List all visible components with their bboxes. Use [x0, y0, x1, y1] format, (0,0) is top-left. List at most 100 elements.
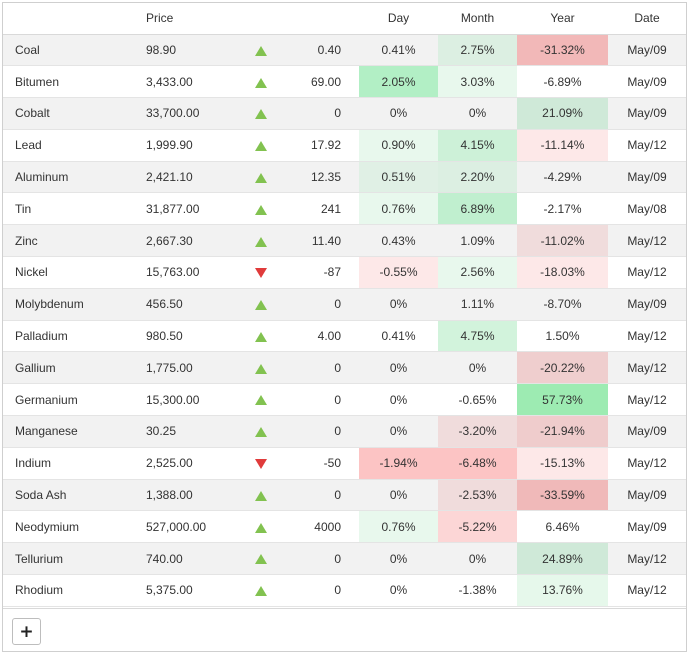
arrow-up-icon [255, 490, 267, 501]
date-cell: May/09 [608, 34, 686, 67]
price-cell: 5,375.00 [134, 574, 240, 607]
month-change-cell: 2.75% [438, 34, 517, 67]
table-row[interactable]: Molybdenum 456.50 0 0% 1.11% -8.70% May/09 [3, 288, 686, 321]
commodity-name[interactable]: Bitumen [3, 65, 134, 99]
month-change-cell: -2.53% [438, 479, 517, 512]
day-change-cell: 0% [359, 383, 438, 417]
header-month[interactable]: Month [438, 3, 517, 35]
date-cell: May/09 [608, 161, 686, 194]
year-change-cell: -8.70% [517, 288, 608, 321]
table-row[interactable]: Soda Ash 1,388.00 0 0% -2.53% -33.59% May/09 [3, 479, 686, 512]
commodity-name[interactable]: Nickel [3, 256, 134, 289]
table-row[interactable]: Bitumen 3,433.00 69.00 2.05% 3.03% -6.89% May/… [3, 65, 686, 99]
trend-cell [240, 129, 282, 162]
date-cell: May/12 [608, 224, 686, 258]
year-change-cell: -11.02% [517, 224, 608, 258]
change-cell: 241 [282, 192, 359, 226]
header-arrow [240, 3, 282, 35]
commodity-name[interactable]: Soda Ash [3, 479, 134, 512]
day-change-cell: 0.51% [359, 161, 438, 194]
table-row[interactable]: Gallium 1,775.00 0 0% 0% -20.22% May/12 [3, 351, 686, 385]
commodity-name[interactable]: Molybdenum [3, 288, 134, 321]
table-row[interactable]: Rhodium 5,375.00 0 0% -1.38% 13.76% May/12 [3, 574, 686, 607]
change-cell: 0 [282, 574, 359, 607]
year-change-cell: 13.76% [517, 574, 608, 607]
add-row-button[interactable]: + [12, 618, 41, 645]
year-change-cell: -20.22% [517, 351, 608, 385]
table-row[interactable]: Cobalt 33,700.00 0 0% 0% 21.09% May/09 [3, 97, 686, 130]
commodity-name[interactable]: Neodymium [3, 510, 134, 544]
commodity-name[interactable]: Rhodium [3, 574, 134, 607]
commodity-name[interactable]: Palladium [3, 320, 134, 353]
price-cell: 527,000.00 [134, 510, 240, 544]
year-change-cell: 1.50% [517, 320, 608, 353]
price-cell: 980.50 [134, 320, 240, 353]
trend-cell [240, 161, 282, 194]
day-change-cell: 0% [359, 479, 438, 512]
year-change-cell: -18.03% [517, 256, 608, 289]
price-cell: 2,525.00 [134, 447, 240, 480]
date-cell: May/12 [608, 129, 686, 162]
date-cell: May/08 [608, 192, 686, 226]
year-change-cell: 24.89% [517, 542, 608, 576]
arrow-down-icon [255, 268, 267, 279]
header-row: Price Day Month Year Date [3, 3, 686, 35]
table-body: Coal 98.90 0.40 0.41% 2.75% -31.32% May/09 Bitu… [3, 34, 686, 607]
table-row[interactable]: Neodymium 527,000.00 4000 0.76% -5.22% 6.46% M… [3, 510, 686, 544]
date-cell: May/09 [608, 65, 686, 99]
change-cell: 0 [282, 415, 359, 448]
commodity-name[interactable]: Coal [3, 34, 134, 67]
month-change-cell: -3.20% [438, 415, 517, 448]
header-price[interactable]: Price [134, 3, 240, 35]
table-row[interactable]: Germanium 15,300.00 0 0% -0.65% 57.73% May/12 [3, 383, 686, 417]
table-row[interactable]: Lead 1,999.90 17.92 0.90% 4.15% -11.14% May/12 [3, 129, 686, 162]
change-cell: 69.00 [282, 65, 359, 99]
month-change-cell: 2.20% [438, 161, 517, 194]
day-change-cell: 0.90% [359, 129, 438, 162]
year-change-cell: -11.14% [517, 129, 608, 162]
table-row[interactable]: Coal 98.90 0.40 0.41% 2.75% -31.32% May/09 [3, 34, 686, 67]
table-row[interactable]: Tellurium 740.00 0 0% 0% 24.89% May/12 [3, 542, 686, 576]
price-cell: 33,700.00 [134, 97, 240, 130]
commodity-name[interactable]: Lead [3, 129, 134, 162]
year-change-cell: -6.89% [517, 65, 608, 99]
arrow-up-icon [255, 300, 267, 311]
table-row[interactable]: Manganese 30.25 0 0% -3.20% -21.94% May/09 [3, 415, 686, 448]
commodity-name[interactable]: Manganese [3, 415, 134, 448]
date-cell: May/12 [608, 256, 686, 289]
table-row[interactable]: Indium 2,525.00 -50 -1.94% -6.48% -15.13% May/… [3, 447, 686, 480]
month-change-cell: -5.22% [438, 510, 517, 544]
table-row[interactable]: Tin 31,877.00 241 0.76% 6.89% -2.17% May/08 [3, 192, 686, 226]
day-change-cell: 2.05% [359, 65, 438, 99]
arrow-up-icon [255, 522, 267, 533]
header-date[interactable]: Date [608, 3, 686, 35]
commodity-name[interactable]: Tellurium [3, 542, 134, 576]
change-cell: 4000 [282, 510, 359, 544]
commodity-name[interactable]: Germanium [3, 383, 134, 417]
trend-cell [240, 510, 282, 544]
price-cell: 1,999.90 [134, 129, 240, 162]
arrow-up-icon [255, 45, 267, 56]
year-change-cell: 57.73% [517, 383, 608, 417]
commodity-name[interactable]: Zinc [3, 224, 134, 258]
change-cell: 11.40 [282, 224, 359, 258]
header-name[interactable] [3, 3, 134, 35]
commodity-name[interactable]: Indium [3, 447, 134, 480]
commodity-name[interactable]: Cobalt [3, 97, 134, 130]
price-cell: 2,667.30 [134, 224, 240, 258]
date-cell: May/09 [608, 288, 686, 321]
commodity-name[interactable]: Tin [3, 192, 134, 226]
month-change-cell: -1.38% [438, 574, 517, 607]
commodity-name[interactable]: Aluminum [3, 161, 134, 194]
header-year[interactable]: Year [517, 3, 608, 35]
table-row[interactable]: Aluminum 2,421.10 12.35 0.51% 2.20% -4.29% May… [3, 161, 686, 194]
date-cell: May/09 [608, 510, 686, 544]
trend-cell [240, 542, 282, 576]
price-cell: 3,433.00 [134, 65, 240, 99]
commodity-name[interactable]: Gallium [3, 351, 134, 385]
arrow-up-icon [255, 141, 267, 152]
table-row[interactable]: Nickel 15,763.00 -87 -0.55% 2.56% -18.03% May/… [3, 256, 686, 289]
header-day[interactable]: Day [359, 3, 438, 35]
table-row[interactable]: Palladium 980.50 4.00 0.41% 4.75% 1.50% May/12 [3, 320, 686, 353]
table-row[interactable]: Zinc 2,667.30 11.40 0.43% 1.09% -11.02% May/12 [3, 224, 686, 258]
